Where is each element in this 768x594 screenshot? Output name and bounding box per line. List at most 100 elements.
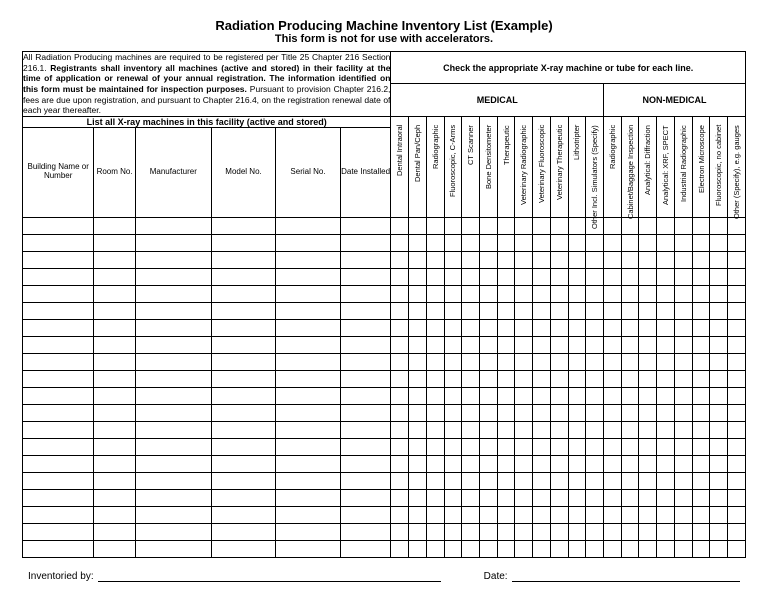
table-cell[interactable]: [604, 234, 622, 251]
table-cell[interactable]: [728, 336, 746, 353]
table-cell[interactable]: [409, 421, 427, 438]
table-cell[interactable]: [568, 370, 586, 387]
table-cell[interactable]: [480, 285, 498, 302]
table-cell[interactable]: [94, 489, 135, 506]
table-cell[interactable]: [604, 285, 622, 302]
table-cell[interactable]: [340, 387, 391, 404]
table-cell[interactable]: [409, 336, 427, 353]
table-cell[interactable]: [94, 336, 135, 353]
table-cell[interactable]: [480, 472, 498, 489]
table-cell[interactable]: [586, 540, 604, 557]
table-cell[interactable]: [674, 489, 692, 506]
table-cell[interactable]: [391, 336, 409, 353]
table-cell[interactable]: [211, 319, 275, 336]
table-cell[interactable]: [426, 489, 444, 506]
table-cell[interactable]: [276, 387, 340, 404]
table-cell[interactable]: [692, 268, 710, 285]
table-cell[interactable]: [276, 336, 340, 353]
table-cell[interactable]: [23, 268, 94, 285]
table-cell[interactable]: [692, 421, 710, 438]
table-cell[interactable]: [604, 302, 622, 319]
table-cell[interactable]: [674, 438, 692, 455]
table-cell[interactable]: [621, 489, 639, 506]
table-cell[interactable]: [426, 506, 444, 523]
table-cell[interactable]: [568, 217, 586, 234]
table-cell[interactable]: [604, 421, 622, 438]
table-cell[interactable]: [604, 336, 622, 353]
table-cell[interactable]: [135, 438, 211, 455]
table-cell[interactable]: [550, 251, 568, 268]
table-cell[interactable]: [586, 421, 604, 438]
table-cell[interactable]: [604, 404, 622, 421]
table-cell[interactable]: [426, 319, 444, 336]
table-cell[interactable]: [604, 540, 622, 557]
table-cell[interactable]: [276, 438, 340, 455]
table-cell[interactable]: [674, 319, 692, 336]
table-cell[interactable]: [639, 370, 657, 387]
table-cell[interactable]: [604, 353, 622, 370]
table-cell[interactable]: [586, 234, 604, 251]
table-cell[interactable]: [692, 540, 710, 557]
table-cell[interactable]: [391, 387, 409, 404]
table-cell[interactable]: [568, 251, 586, 268]
table-cell[interactable]: [621, 234, 639, 251]
table-cell[interactable]: [444, 387, 462, 404]
table-cell[interactable]: [674, 472, 692, 489]
table-cell[interactable]: [639, 404, 657, 421]
table-cell[interactable]: [497, 489, 515, 506]
table-cell[interactable]: [409, 506, 427, 523]
table-cell[interactable]: [710, 387, 728, 404]
table-cell[interactable]: [135, 336, 211, 353]
table-cell[interactable]: [426, 455, 444, 472]
table-cell[interactable]: [568, 472, 586, 489]
table-cell[interactable]: [462, 285, 480, 302]
table-cell[interactable]: [586, 302, 604, 319]
table-cell[interactable]: [391, 438, 409, 455]
table-cell[interactable]: [710, 251, 728, 268]
table-cell[interactable]: [657, 438, 675, 455]
table-cell[interactable]: [391, 472, 409, 489]
table-cell[interactable]: [710, 234, 728, 251]
table-cell[interactable]: [515, 285, 533, 302]
table-cell[interactable]: [568, 302, 586, 319]
table-cell[interactable]: [728, 540, 746, 557]
table-cell[interactable]: [604, 523, 622, 540]
table-cell[interactable]: [94, 268, 135, 285]
table-cell[interactable]: [23, 455, 94, 472]
table-cell[interactable]: [340, 234, 391, 251]
table-cell[interactable]: [657, 387, 675, 404]
table-cell[interactable]: [409, 285, 427, 302]
table-cell[interactable]: [728, 472, 746, 489]
table-cell[interactable]: [657, 404, 675, 421]
table-cell[interactable]: [497, 319, 515, 336]
table-cell[interactable]: [497, 370, 515, 387]
table-cell[interactable]: [340, 302, 391, 319]
table-cell[interactable]: [674, 285, 692, 302]
table-cell[interactable]: [211, 251, 275, 268]
table-cell[interactable]: [444, 523, 462, 540]
table-cell[interactable]: [426, 472, 444, 489]
table-cell[interactable]: [586, 387, 604, 404]
table-cell[interactable]: [211, 540, 275, 557]
table-cell[interactable]: [276, 404, 340, 421]
table-cell[interactable]: [462, 540, 480, 557]
table-cell[interactable]: [728, 438, 746, 455]
table-cell[interactable]: [692, 285, 710, 302]
table-cell[interactable]: [462, 234, 480, 251]
table-cell[interactable]: [23, 387, 94, 404]
table-cell[interactable]: [497, 268, 515, 285]
table-cell[interactable]: [211, 506, 275, 523]
table-cell[interactable]: [550, 523, 568, 540]
table-cell[interactable]: [568, 285, 586, 302]
table-cell[interactable]: [94, 523, 135, 540]
table-cell[interactable]: [94, 234, 135, 251]
table-cell[interactable]: [23, 302, 94, 319]
table-cell[interactable]: [728, 234, 746, 251]
table-cell[interactable]: [674, 404, 692, 421]
table-cell[interactable]: [426, 251, 444, 268]
table-cell[interactable]: [621, 353, 639, 370]
table-cell[interactable]: [462, 404, 480, 421]
table-cell[interactable]: [550, 421, 568, 438]
table-cell[interactable]: [480, 489, 498, 506]
table-cell[interactable]: [94, 472, 135, 489]
